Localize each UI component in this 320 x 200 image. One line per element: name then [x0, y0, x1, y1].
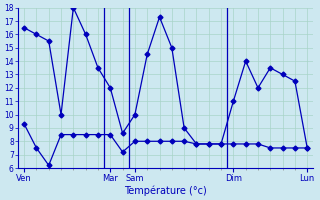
X-axis label: Température (°c): Température (°c) — [124, 185, 207, 196]
